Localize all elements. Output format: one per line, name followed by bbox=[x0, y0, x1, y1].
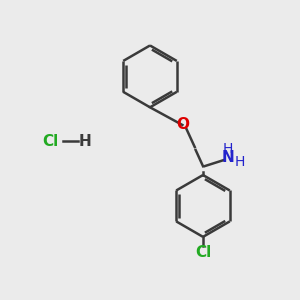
Text: N: N bbox=[222, 150, 234, 165]
Text: Cl: Cl bbox=[42, 134, 58, 149]
Text: Cl: Cl bbox=[195, 245, 211, 260]
Text: H: H bbox=[223, 142, 233, 155]
Text: H: H bbox=[78, 134, 91, 149]
Text: H: H bbox=[235, 155, 245, 169]
Text: O: O bbox=[176, 118, 189, 133]
